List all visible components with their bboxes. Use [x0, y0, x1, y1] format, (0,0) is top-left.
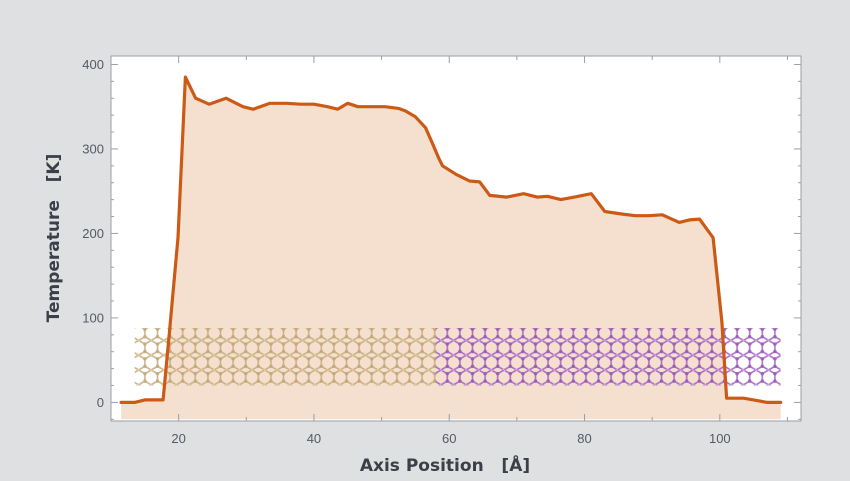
x-tick-label-60: 60 — [442, 431, 456, 446]
y-axis-title: Temperature [K] — [44, 154, 64, 323]
y-tick-label-0: 0 — [97, 395, 104, 410]
lattice-right-region — [435, 328, 781, 386]
x-tick-labels: 20 40 60 80 100 — [171, 431, 730, 446]
lattice-left-region — [134, 328, 436, 386]
y-tick-label-200: 200 — [82, 226, 104, 241]
x-tick-label-80: 80 — [577, 431, 591, 446]
axis-ticks — [110, 56, 801, 421]
x-tick-label-20: 20 — [171, 431, 185, 446]
y-tick-label-300: 300 — [82, 141, 104, 156]
y-tick-labels: 0 100 200 300 400 — [82, 57, 104, 410]
temperature-series-line — [119, 75, 783, 404]
x-axis-title: Axis Position [Å] — [360, 453, 530, 476]
y-tick-label-100: 100 — [82, 310, 104, 325]
x-tick-label-40: 40 — [307, 431, 321, 446]
plot-frame — [110, 55, 802, 422]
x-tick-label-100: 100 — [709, 431, 731, 446]
y-tick-label-400: 400 — [82, 57, 104, 72]
